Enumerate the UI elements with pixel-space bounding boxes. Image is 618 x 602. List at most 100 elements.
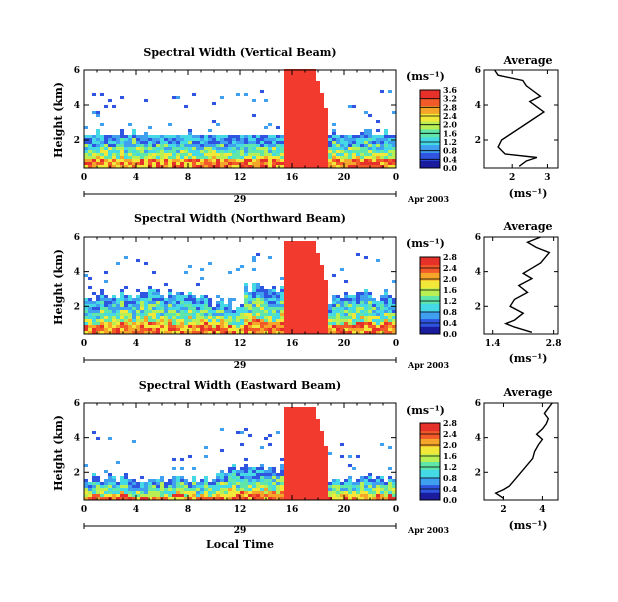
heatmap-cell bbox=[320, 102, 324, 105]
heatmap-cell bbox=[308, 482, 312, 485]
heatmap-cell bbox=[296, 268, 300, 271]
heatmap-cell bbox=[240, 473, 244, 476]
heatmap-cell bbox=[292, 488, 296, 491]
heatmap-cell bbox=[240, 467, 244, 470]
heatmap-cell bbox=[216, 328, 220, 331]
heatmap-cell bbox=[232, 138, 236, 141]
heatmap-cell bbox=[388, 479, 392, 482]
x-tick-label: 4 bbox=[133, 505, 139, 515]
heatmap-cell bbox=[380, 301, 384, 304]
heatmap-cell bbox=[244, 467, 248, 470]
heatmap-cell bbox=[152, 319, 156, 322]
heatmap-cell bbox=[292, 491, 296, 494]
heatmap-cell bbox=[376, 159, 380, 162]
heatmap-cell bbox=[252, 497, 256, 500]
heatmap-cell bbox=[148, 144, 152, 147]
heatmap-cell bbox=[244, 322, 248, 325]
heatmap-cell bbox=[280, 286, 284, 289]
heatmap-cell bbox=[228, 328, 232, 331]
heatmap-cell bbox=[240, 497, 244, 500]
heatmap-cell bbox=[288, 461, 292, 464]
colorbar-tick-label: 3.6 bbox=[443, 85, 457, 95]
heatmap-cell bbox=[252, 307, 256, 310]
heatmap-cell bbox=[136, 135, 140, 138]
heatmap-cell bbox=[344, 494, 348, 497]
average-y-tick-label: 2 bbox=[475, 468, 481, 478]
heatmap-cell bbox=[156, 135, 160, 138]
heatmap-cell bbox=[128, 497, 132, 500]
heatmap-cell bbox=[296, 87, 300, 90]
heatmap-cell bbox=[252, 138, 256, 141]
heatmap-cell bbox=[308, 129, 312, 132]
heatmap-cell bbox=[132, 479, 136, 482]
heatmap-cell bbox=[340, 159, 344, 162]
heatmap-cell bbox=[196, 488, 200, 491]
heatmap-cell bbox=[176, 150, 180, 153]
heatmap-cell bbox=[336, 331, 340, 334]
heatmap-cell bbox=[352, 482, 356, 485]
heatmap-cell bbox=[292, 473, 296, 476]
heatmap-cell bbox=[228, 138, 232, 141]
heatmap-cell bbox=[192, 313, 196, 316]
heatmap-cell bbox=[128, 141, 132, 144]
heatmap-cell bbox=[148, 150, 152, 153]
heatmap-cell bbox=[368, 491, 372, 494]
heatmap-cell bbox=[372, 488, 376, 491]
heatmap-cell bbox=[264, 289, 268, 292]
heatmap-cell bbox=[300, 470, 304, 473]
heatmap-cell bbox=[372, 322, 376, 325]
heatmap-cell bbox=[120, 96, 124, 99]
heatmap-cell bbox=[252, 482, 256, 485]
heatmap-cell bbox=[304, 72, 308, 75]
colorbar-swatch bbox=[420, 430, 440, 439]
heatmap-cell bbox=[116, 141, 120, 144]
heatmap-cell bbox=[120, 307, 124, 310]
heatmap-cell bbox=[240, 147, 244, 150]
heatmap-cell bbox=[96, 494, 100, 497]
heatmap-cell bbox=[96, 147, 100, 150]
heatmap-cell bbox=[204, 491, 208, 494]
heatmap-cell bbox=[304, 120, 308, 123]
heatmap-cell bbox=[104, 162, 108, 165]
heatmap-cell bbox=[252, 467, 256, 470]
heatmap-cell bbox=[156, 159, 160, 162]
heatmap-cell bbox=[168, 488, 172, 491]
heatmap-cell bbox=[284, 253, 288, 256]
heatmap-cell bbox=[228, 313, 232, 316]
heatmap-cell bbox=[168, 310, 172, 313]
heatmap-cell bbox=[284, 165, 288, 168]
heatmap-cell bbox=[300, 316, 304, 319]
heatmap-cell bbox=[284, 283, 288, 286]
heatmap-cell bbox=[292, 464, 296, 467]
heatmap-cell bbox=[320, 268, 324, 271]
heatmap-cell bbox=[296, 449, 300, 452]
heatmap-cell bbox=[284, 434, 288, 437]
heatmap-cell bbox=[220, 301, 224, 304]
average-y-tick-label: 6 bbox=[475, 399, 481, 409]
heatmap-cell bbox=[292, 443, 296, 446]
heatmap-cell bbox=[196, 283, 200, 286]
heatmap-cell bbox=[220, 310, 224, 313]
heatmap-cell bbox=[300, 286, 304, 289]
average-y-tick-label: 4 bbox=[475, 434, 481, 444]
heatmap-cell bbox=[352, 325, 356, 328]
heatmap-cell bbox=[304, 446, 308, 449]
heatmap-cell bbox=[168, 159, 172, 162]
heatmap-cell bbox=[136, 325, 140, 328]
heatmap-cell bbox=[248, 470, 252, 473]
heatmap-cell bbox=[96, 138, 100, 141]
heatmap-cell bbox=[272, 150, 276, 153]
heatmap-cell bbox=[144, 304, 148, 307]
heatmap-cell bbox=[324, 322, 328, 325]
heatmap-cell bbox=[116, 304, 120, 307]
heatmap-cell bbox=[356, 313, 360, 316]
heatmap-cell bbox=[84, 488, 88, 491]
heatmap-cell bbox=[388, 328, 392, 331]
heatmap-cell bbox=[188, 301, 192, 304]
heatmap-cell bbox=[192, 476, 196, 479]
heatmap-cell bbox=[304, 156, 308, 159]
heatmap-cell bbox=[148, 307, 152, 310]
heatmap-cell bbox=[188, 159, 192, 162]
heatmap-cell bbox=[288, 316, 292, 319]
heatmap-cell bbox=[312, 105, 316, 108]
